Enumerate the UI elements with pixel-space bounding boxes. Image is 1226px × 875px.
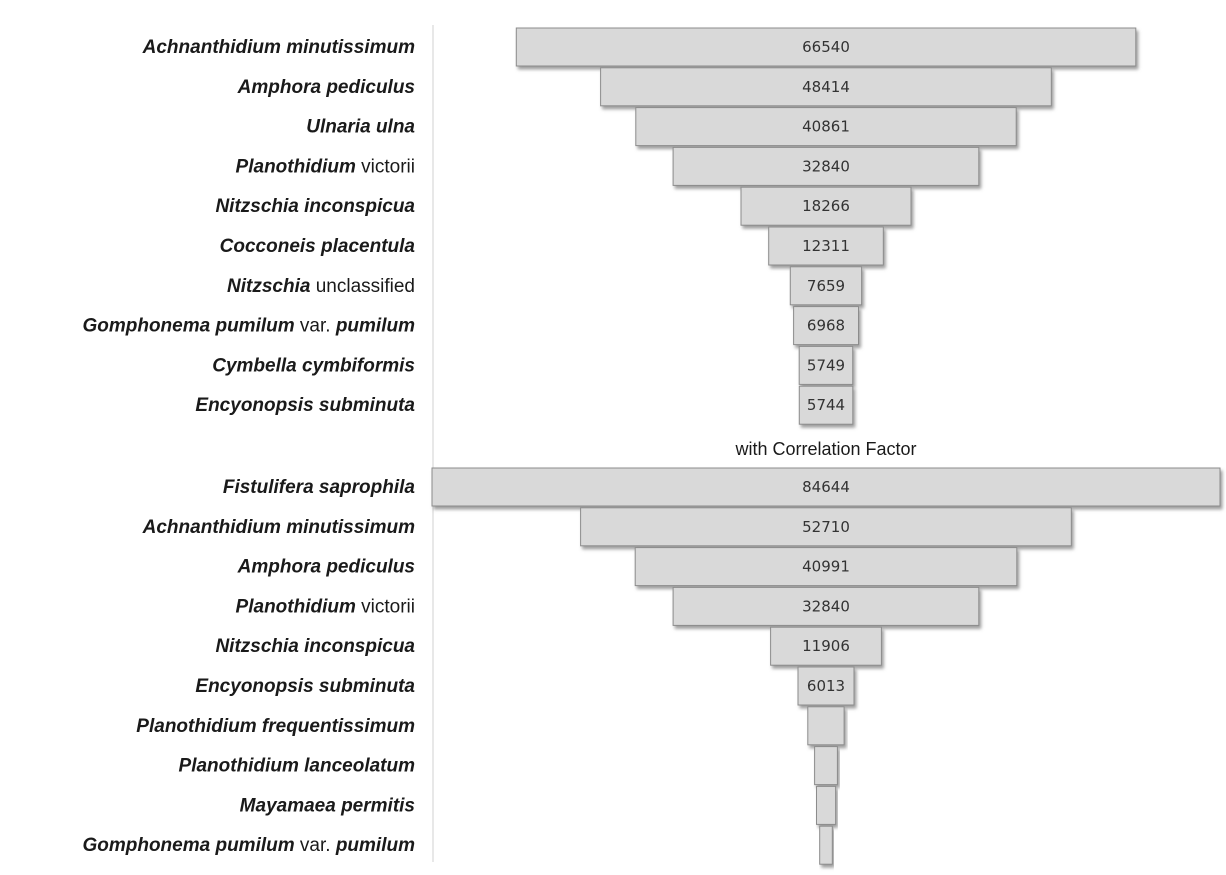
category-label: Amphora pediculus	[237, 557, 415, 578]
section-title: with Correlation Factor	[734, 439, 916, 459]
category-label: Encyonopsis subminuta	[195, 676, 415, 697]
bar	[789, 266, 863, 306]
bar-value-label: 48414	[802, 78, 850, 96]
category-label: Planothidium lanceolatum	[179, 756, 416, 777]
bar-value-label: 84644	[802, 478, 850, 496]
bar-value-label: 40991	[802, 558, 850, 576]
category-label: Ulnaria ulna	[306, 117, 415, 138]
bar	[600, 67, 1052, 107]
category-label: Gomphonema pumilum var. pumilum	[82, 835, 415, 856]
bar	[635, 107, 1017, 147]
bar	[431, 467, 1221, 507]
bar-value-label: 12311	[802, 237, 850, 255]
bar-value-label: 5744	[807, 396, 845, 414]
bar-value-label: 32840	[802, 157, 850, 175]
category-label: Planothidium frequentissimum	[136, 716, 415, 737]
category-label: Nitzschia inconspicua	[215, 196, 415, 217]
bar-value-label: 40861	[802, 118, 850, 136]
category-label: Mayamaea permitis	[240, 795, 415, 816]
category-label: Encyonopsis subminuta	[195, 395, 415, 416]
bar	[515, 27, 1137, 67]
category-label: Fistulifera saprophila	[223, 477, 416, 498]
bar	[814, 746, 838, 786]
bar	[797, 666, 855, 706]
bar	[770, 626, 882, 666]
bar-value-label: 52710	[802, 518, 850, 536]
category-label: Cymbella cymbiformis	[212, 355, 415, 376]
bar	[793, 306, 859, 346]
bar	[768, 226, 884, 266]
bar	[816, 785, 837, 825]
category-label: Achnanthidium minutissimum	[142, 37, 415, 58]
bar	[634, 547, 1018, 587]
bar	[798, 385, 854, 425]
bar-value-label: 6968	[807, 317, 845, 335]
bar	[807, 706, 845, 746]
category-label: Cocconeis placentula	[220, 236, 416, 257]
bar-value-label: 18266	[802, 197, 850, 215]
category-label: Nitzschia unclassified	[227, 276, 415, 297]
bar-value-label: 7659	[807, 277, 845, 295]
category-label: Gomphonema pumilum var. pumilum	[82, 316, 415, 337]
bar-value-label: 6013	[807, 677, 845, 695]
category-label: Amphora pediculus	[237, 77, 415, 98]
category-label: Nitzschia inconspicua	[215, 636, 415, 657]
bar-value-label: 11906	[802, 637, 850, 655]
bar-value-label: 32840	[802, 597, 850, 615]
category-label: Planothidium victorii	[236, 156, 415, 177]
bar-value-label: 66540	[802, 38, 850, 56]
bar	[672, 586, 980, 626]
bar	[580, 507, 1072, 547]
category-label: Planothidium victorii	[236, 596, 415, 617]
bar	[798, 345, 854, 385]
bar	[672, 146, 980, 186]
category-label: Achnanthidium minutissimum	[142, 517, 415, 538]
bar-value-label: 5749	[807, 356, 845, 374]
bar	[819, 825, 833, 865]
bar	[740, 186, 912, 226]
